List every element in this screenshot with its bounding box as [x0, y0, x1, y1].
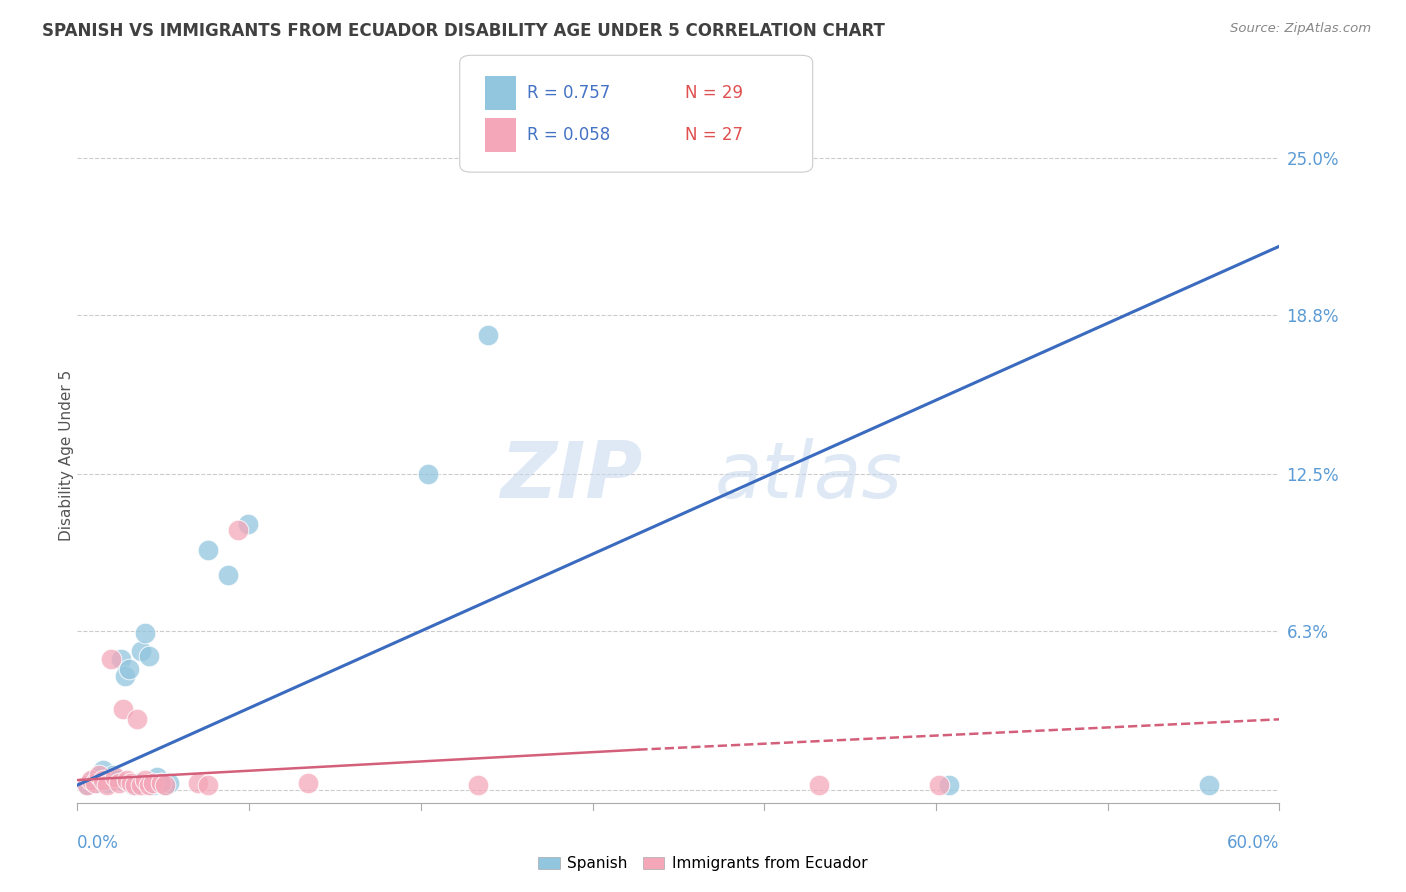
- Y-axis label: Disability Age Under 5: Disability Age Under 5: [59, 369, 73, 541]
- Point: [107, 772, 129, 787]
- Point: [928, 778, 950, 792]
- Text: ZIP: ZIP: [501, 438, 643, 514]
- Text: R = 0.757: R = 0.757: [527, 84, 610, 102]
- Point: [120, 775, 142, 789]
- Point: [127, 712, 149, 726]
- Text: Source: ZipAtlas.com: Source: ZipAtlas.com: [1230, 22, 1371, 36]
- Point: [197, 542, 219, 557]
- Text: 0.0%: 0.0%: [77, 834, 120, 852]
- Point: [938, 778, 960, 792]
- Point: [226, 523, 249, 537]
- Point: [1198, 778, 1220, 792]
- Point: [96, 778, 118, 792]
- Point: [297, 775, 319, 789]
- Point: [416, 467, 439, 481]
- Point: [142, 778, 165, 792]
- Point: [477, 327, 499, 342]
- Point: [138, 778, 160, 792]
- Point: [134, 772, 156, 787]
- Point: [146, 771, 169, 785]
- Point: [155, 778, 177, 792]
- Point: [155, 778, 177, 792]
- Point: [104, 771, 127, 785]
- Point: [110, 651, 132, 665]
- Text: 60.0%: 60.0%: [1227, 834, 1279, 852]
- Point: [467, 778, 489, 792]
- Point: [114, 669, 136, 683]
- Point: [93, 763, 115, 777]
- Point: [96, 775, 118, 789]
- Point: [187, 775, 209, 789]
- Point: [82, 772, 104, 787]
- Text: N = 29: N = 29: [685, 84, 742, 102]
- Point: [150, 775, 173, 789]
- Point: [84, 775, 107, 789]
- Point: [159, 775, 181, 789]
- Point: [217, 568, 239, 582]
- Text: atlas: atlas: [714, 438, 903, 514]
- Point: [103, 768, 125, 782]
- Point: [76, 778, 98, 792]
- Point: [127, 775, 149, 789]
- Point: [131, 778, 153, 792]
- Point: [197, 778, 219, 792]
- Text: N = 27: N = 27: [685, 126, 742, 144]
- Point: [76, 778, 98, 792]
- Point: [118, 662, 141, 676]
- Legend: Spanish, Immigrants from Ecuador: Spanish, Immigrants from Ecuador: [533, 850, 873, 877]
- Point: [100, 771, 122, 785]
- Point: [100, 651, 122, 665]
- Point: [86, 775, 108, 789]
- Point: [236, 517, 259, 532]
- Point: [90, 771, 112, 785]
- Point: [138, 648, 160, 663]
- Point: [80, 772, 103, 787]
- Point: [134, 626, 156, 640]
- Point: [112, 702, 135, 716]
- Point: [150, 775, 173, 789]
- Point: [117, 772, 139, 787]
- Point: [142, 775, 165, 789]
- Point: [124, 778, 146, 792]
- Point: [108, 775, 131, 789]
- Point: [89, 768, 111, 782]
- Text: R = 0.058: R = 0.058: [527, 126, 610, 144]
- Text: SPANISH VS IMMIGRANTS FROM ECUADOR DISABILITY AGE UNDER 5 CORRELATION CHART: SPANISH VS IMMIGRANTS FROM ECUADOR DISAB…: [42, 22, 884, 40]
- Point: [807, 778, 830, 792]
- Point: [131, 644, 153, 658]
- Point: [122, 778, 145, 792]
- Point: [93, 772, 115, 787]
